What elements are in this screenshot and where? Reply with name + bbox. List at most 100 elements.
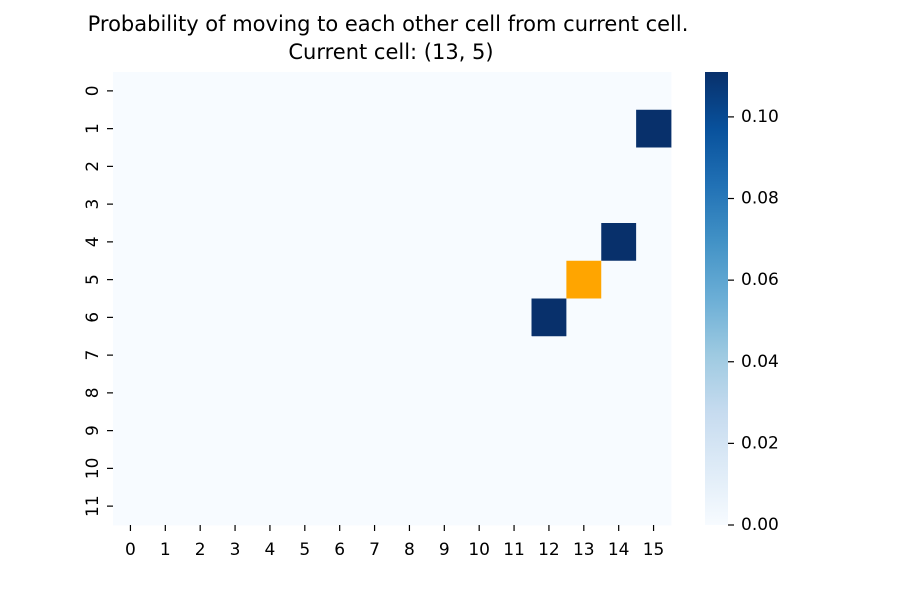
y-tick-label: 2 (83, 161, 103, 172)
heatmap-cell (636, 147, 672, 186)
heatmap-cell (461, 147, 498, 186)
heatmap-cell (461, 298, 498, 337)
y-tick-label: 9 (83, 425, 103, 436)
heatmap-cell (426, 72, 463, 111)
heatmap-cell (461, 411, 498, 450)
heatmap-cell (392, 336, 428, 375)
heatmap-cell (566, 449, 602, 488)
heatmap-cell (601, 223, 637, 262)
current-cell (566, 260, 602, 299)
x-tick-label: 8 (404, 540, 415, 560)
heatmap-cell (566, 298, 602, 337)
heatmap-cell (113, 411, 149, 450)
heatmap-cell (531, 411, 567, 450)
heatmap-cell (357, 411, 393, 450)
x-tick-label: 14 (608, 540, 630, 560)
heatmap-cell (287, 185, 323, 224)
heatmap-cell (147, 260, 184, 299)
heatmap-cell (392, 411, 428, 450)
heatmap-cell (531, 260, 567, 299)
x-tick-label: 5 (299, 540, 310, 560)
y-tick-label: 0 (83, 85, 103, 96)
heatmap-cell (287, 72, 323, 111)
heatmap-cell (496, 411, 532, 450)
y-tick-label: 10 (83, 458, 103, 480)
heatmap-cell (357, 147, 393, 186)
heatmap-cell (252, 411, 288, 450)
heatmap-cells (113, 72, 672, 526)
heatmap-cell (217, 487, 253, 526)
y-axis: 0 1 2 3 4 5 6 7 8 9 10 11 (83, 85, 113, 517)
heatmap-cell (322, 487, 358, 526)
heatmap-cell (113, 487, 149, 526)
heatmap-cell (113, 449, 149, 488)
heatmap-cell (147, 298, 184, 337)
heatmap-cell (287, 109, 323, 148)
colorbar-tick-label: 0.02 (741, 433, 779, 453)
x-tick-label: 9 (439, 540, 450, 560)
heatmap-cell (147, 336, 184, 375)
heatmap-cell (322, 72, 358, 111)
heatmap-cell (252, 109, 288, 148)
heatmap-cell (566, 374, 602, 413)
heatmap-cell (147, 109, 184, 148)
heatmap-cell (601, 109, 637, 148)
heatmap-cell (322, 411, 358, 450)
heatmap-cell (287, 449, 323, 488)
heatmap-cell (461, 374, 498, 413)
heatmap-cell (113, 336, 149, 375)
heatmap-cell (496, 449, 532, 488)
heatmap-cell (322, 336, 358, 375)
heatmap-cell (322, 185, 358, 224)
heatmap-cell (496, 374, 532, 413)
heatmap-cell (217, 147, 253, 186)
heatmap-cell (566, 109, 602, 148)
x-tick-label: 12 (538, 540, 560, 560)
heatmap-cell (461, 336, 498, 375)
heatmap-cell (182, 147, 219, 186)
heatmap-cell (426, 487, 463, 526)
heatmap-cell (392, 487, 428, 526)
heatmap-cell (461, 72, 498, 111)
heatmap-cell (182, 223, 219, 262)
heatmap-cell (147, 185, 184, 224)
heatmap-cell (601, 298, 637, 337)
heatmap-cell (217, 411, 253, 450)
heatmap-cell (461, 487, 498, 526)
heatmap-cell (357, 223, 393, 262)
colorbar-tick-label: 0.04 (741, 352, 779, 372)
heatmap-cell (426, 185, 463, 224)
heatmap-cell (636, 185, 672, 224)
x-tick-label: 2 (195, 540, 206, 560)
heatmap-cell (287, 147, 323, 186)
heatmap-cell (113, 185, 149, 224)
heatmap-cell (426, 109, 463, 148)
heatmap-cell (426, 298, 463, 337)
heatmap-cell (636, 109, 672, 148)
heatmap-cell (531, 374, 567, 413)
heatmap-cell (252, 260, 288, 299)
x-tick-label: 0 (125, 540, 136, 560)
heatmap-cell (287, 223, 323, 262)
heatmap-cell (461, 185, 498, 224)
heatmap-cell (217, 109, 253, 148)
heatmap-cell (426, 449, 463, 488)
heatmap-cell (531, 487, 567, 526)
heatmap-cell (357, 185, 393, 224)
heatmap-cell (601, 185, 637, 224)
heatmap-cell (531, 298, 567, 337)
heatmap-cell (392, 109, 428, 148)
x-tick-label: 13 (573, 540, 595, 560)
heatmap-cell (636, 411, 672, 450)
heatmap-cell (392, 260, 428, 299)
heatmap-cell (601, 449, 637, 488)
y-tick-label: 7 (83, 350, 103, 361)
heatmap-cell (636, 298, 672, 337)
heatmap-cell (217, 298, 253, 337)
heatmap-cell (531, 185, 567, 224)
heatmap-cell (426, 374, 463, 413)
colorbar-tick-label: 0.00 (741, 515, 779, 535)
colorbar-tick-label: 0.10 (741, 107, 779, 127)
heatmap-cell (636, 260, 672, 299)
heatmap-cell (113, 223, 149, 262)
